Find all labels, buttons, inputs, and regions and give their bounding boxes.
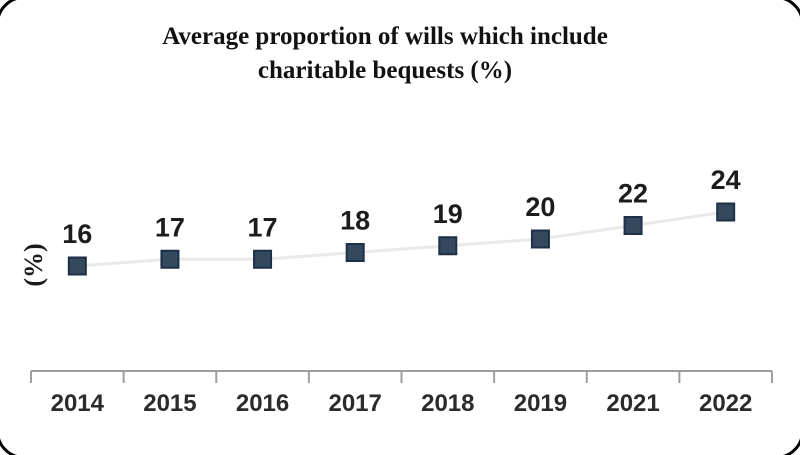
x-tick-label: 2015 — [143, 390, 196, 417]
data-point-marker — [160, 249, 180, 269]
x-tick-label: 2014 — [51, 390, 105, 417]
data-point-marker — [67, 256, 87, 276]
series-line — [77, 210, 726, 268]
x-tick-label: 2021 — [606, 390, 659, 417]
data-point-label: 20 — [525, 192, 555, 222]
chart-title-line1: Average proportion of wills which includ… — [162, 23, 608, 50]
data-point-marker — [623, 216, 643, 235]
x-tick-label: 2016 — [236, 390, 289, 417]
data-point-marker — [530, 229, 550, 249]
data-point-marker — [438, 236, 458, 256]
x-tick-label: 2022 — [699, 390, 752, 417]
data-point-marker — [345, 243, 365, 262]
data-point-label: 22 — [618, 179, 648, 209]
data-point-label: 16 — [62, 219, 92, 249]
chart-title: Average proportion of wills which includ… — [0, 20, 785, 88]
data-point-label: 17 — [155, 212, 185, 242]
data-point-marker — [716, 202, 736, 222]
data-point-label: 19 — [433, 199, 463, 229]
data-point-label: 24 — [711, 165, 741, 195]
x-tick-label: 2019 — [514, 390, 567, 417]
data-point-marker — [253, 249, 273, 269]
x-tick-label: 2017 — [328, 390, 381, 417]
x-tick-label: 2018 — [421, 390, 474, 417]
data-point-label: 18 — [340, 206, 370, 236]
chart-title-line2: charitable bequests (%) — [257, 57, 513, 84]
data-point-label: 17 — [248, 212, 278, 242]
